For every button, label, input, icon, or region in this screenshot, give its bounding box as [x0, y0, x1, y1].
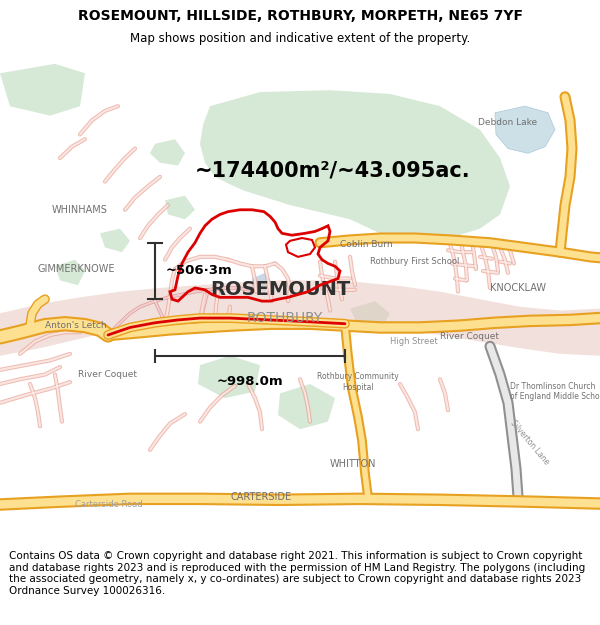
Text: WHITTON: WHITTON: [330, 459, 377, 469]
Text: River Coquet: River Coquet: [78, 370, 137, 379]
Text: ~506·3m: ~506·3m: [166, 264, 233, 278]
Polygon shape: [252, 273, 272, 292]
Text: Debdon Lake: Debdon Lake: [478, 118, 537, 127]
Text: Anton's Letch: Anton's Letch: [45, 321, 107, 330]
Polygon shape: [350, 301, 390, 328]
Text: Rothbury First School: Rothbury First School: [370, 257, 460, 266]
Text: ~998.0m: ~998.0m: [217, 375, 283, 388]
Polygon shape: [55, 259, 85, 285]
Polygon shape: [0, 281, 600, 356]
Text: Rothbury Community
Hospital: Rothbury Community Hospital: [317, 372, 399, 392]
Polygon shape: [198, 356, 260, 398]
Text: High Street: High Street: [390, 337, 438, 346]
Text: ROTHBURY: ROTHBURY: [247, 311, 323, 325]
Text: WHINHAMS: WHINHAMS: [52, 205, 108, 215]
Polygon shape: [100, 229, 130, 252]
Text: ROSEMOUNT, HILLSIDE, ROTHBURY, MORPETH, NE65 7YF: ROSEMOUNT, HILLSIDE, ROTHBURY, MORPETH, …: [77, 9, 523, 23]
Text: ~174400m²/~43.095ac.: ~174400m²/~43.095ac.: [195, 160, 470, 180]
Polygon shape: [0, 64, 85, 116]
Text: Silverton Lane: Silverton Lane: [508, 418, 550, 466]
Text: ROSEMOUNT: ROSEMOUNT: [210, 281, 350, 299]
Text: CARTERSIDE: CARTERSIDE: [230, 492, 291, 502]
Polygon shape: [150, 139, 185, 166]
Text: Coblin Burn: Coblin Burn: [340, 240, 392, 249]
Text: Carterside Road: Carterside Road: [75, 500, 143, 509]
Polygon shape: [495, 106, 555, 153]
Polygon shape: [200, 90, 510, 242]
Text: River Coquet: River Coquet: [440, 332, 499, 341]
Text: Map shows position and indicative extent of the property.: Map shows position and indicative extent…: [130, 32, 470, 46]
Text: GIMMERKNOWE: GIMMERKNOWE: [38, 264, 115, 274]
Polygon shape: [165, 196, 195, 219]
Text: Dr Thomlinson Church
of England Middle School: Dr Thomlinson Church of England Middle S…: [510, 382, 600, 401]
Text: KNOCKLAW: KNOCKLAW: [490, 283, 546, 293]
Polygon shape: [278, 384, 335, 429]
Text: Contains OS data © Crown copyright and database right 2021. This information is : Contains OS data © Crown copyright and d…: [9, 551, 585, 596]
